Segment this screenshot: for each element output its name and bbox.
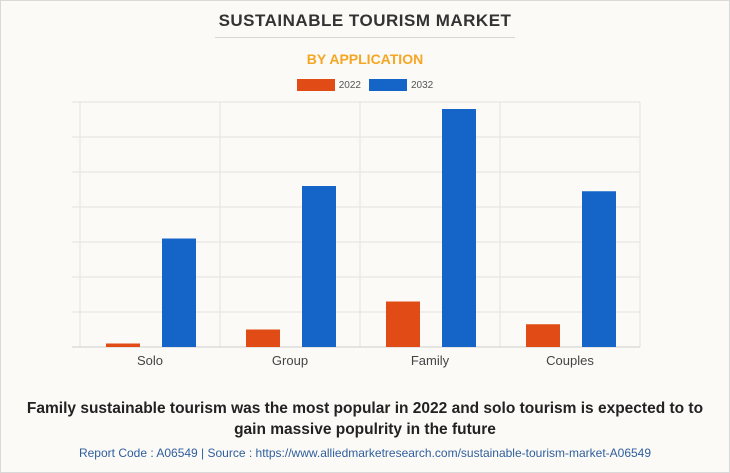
source-footer: Report Code : A06549 | Source : https://… (78, 446, 652, 460)
legend-label-2022: 2022 (338, 79, 361, 91)
chart-subtitle: BY APPLICATION (306, 51, 424, 67)
bar-2032-group (302, 186, 336, 347)
x-tick-label: Solo (137, 353, 163, 368)
x-tick-label: Family (411, 353, 450, 368)
legend-swatch-2022 (296, 79, 335, 91)
x-tick-label: Group (272, 353, 308, 368)
bar-2022-family (386, 301, 420, 347)
bar-2032-couples (582, 191, 616, 347)
legend-swatch-2032 (369, 79, 407, 91)
bar-2022-group (246, 329, 280, 347)
chart-legend: 2022 2032 (0, 79, 730, 91)
title-divider (215, 37, 515, 38)
chart-title: SUSTAINABLE TOURISM MARKET (218, 11, 512, 30)
legend-item-2032: 2032 (369, 79, 433, 91)
legend-item-2022: 2022 (296, 79, 361, 91)
chart-caption: Family sustainable tourism was the most … (26, 400, 704, 438)
bar-2022-couples (526, 324, 560, 347)
bar-chart: Solo Group Family Couples (72, 101, 641, 368)
x-tick-label: Couples (546, 353, 594, 368)
legend-label-2032: 2032 (411, 79, 434, 91)
bar-2032-solo (162, 238, 196, 347)
bar-2032-family (442, 109, 476, 347)
bar-2022-solo (106, 343, 140, 347)
